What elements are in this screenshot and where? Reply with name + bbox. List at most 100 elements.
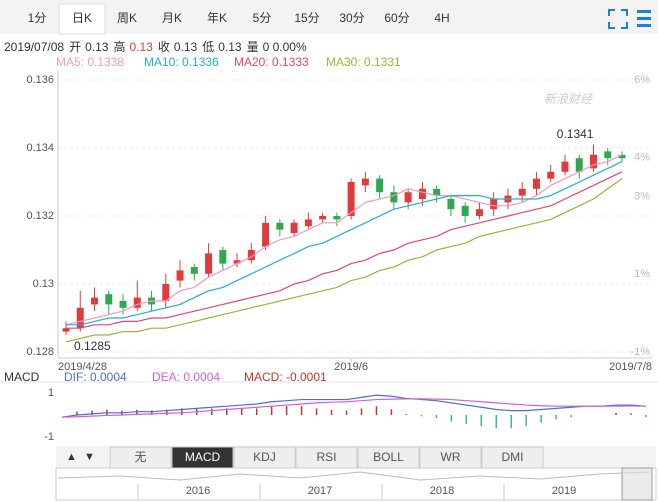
navigator-year: 2016 (186, 485, 210, 497)
candle-body (62, 328, 70, 332)
info-text: 高 (113, 39, 125, 54)
legend-entry: DEA: 0.0004 (152, 370, 220, 384)
navigator (55, 467, 657, 501)
indicator-tab-bg[interactable] (295, 446, 358, 469)
y2-tick-label: 3% (634, 190, 650, 202)
y-tick-label: 0.13 (33, 278, 54, 290)
candle-body (475, 209, 483, 216)
tab[interactable]: 月K (162, 11, 182, 25)
indicator-tab[interactable]: 无 (134, 450, 146, 464)
toolbar (0, 0, 658, 34)
indicator-tab-bg[interactable] (357, 446, 420, 469)
candle-body (589, 154, 597, 169)
legend-entry: MA5: 0.1338 (56, 55, 124, 69)
tab[interactable]: 年K (207, 11, 227, 25)
candle-body (91, 297, 99, 305)
legend-entry: MA30: 0.1331 (326, 55, 401, 69)
y-tick-label: -1 (44, 431, 54, 443)
candle-body (618, 154, 626, 159)
info-text: 0.13 (85, 40, 109, 54)
info-text: 收 (158, 40, 170, 54)
high-label: 0.1341 (557, 127, 594, 141)
candle-body (76, 307, 84, 329)
y-tick-label: 0.134 (26, 142, 54, 154)
indicator-tab[interactable]: DMI (502, 450, 524, 464)
candle-body (518, 188, 526, 196)
indicator-tab[interactable]: KDJ (253, 450, 276, 464)
indicator-tab-bg[interactable] (233, 446, 296, 469)
scroll-down[interactable]: ▼ (84, 451, 95, 463)
candle-body (447, 199, 455, 210)
ma-line (66, 171, 623, 329)
info-text: 量 (247, 40, 259, 54)
legend-entry: DIF: 0.0004 (64, 370, 127, 384)
macd-line (61, 394, 647, 418)
candle-body (433, 188, 441, 196)
candle-body (561, 161, 569, 172)
indicator-tab[interactable]: BOLL (373, 450, 404, 464)
candle-body (304, 219, 312, 227)
legend-entry: MA20: 0.1333 (234, 55, 309, 69)
candle-body (105, 294, 113, 305)
y2-tick-label: 6% (634, 74, 650, 86)
tab[interactable]: 周K (117, 11, 137, 25)
candle-body (376, 178, 384, 193)
indicator-tab[interactable]: MACD (185, 450, 221, 464)
candle-body (604, 151, 612, 159)
candle-body (247, 250, 255, 261)
indicator-tab-bg[interactable] (419, 446, 482, 469)
indicator-tab-bg[interactable] (171, 446, 234, 469)
y-tick-label: 0.136 (26, 74, 54, 86)
y-tick-label: 0.132 (26, 210, 54, 222)
ma-line (65, 178, 623, 343)
navigator-window[interactable] (621, 467, 653, 501)
tab[interactable]: 5分 (253, 11, 272, 25)
indicator-tab[interactable]: WR (441, 450, 461, 464)
candle-body (162, 284, 170, 301)
indicator-tab-bg[interactable] (481, 446, 544, 469)
tab[interactable]: 日K (72, 11, 92, 25)
candle-body (319, 216, 327, 220)
candle-body (418, 188, 426, 199)
candle-body (119, 301, 127, 308)
y-tick-label: 1 (48, 387, 54, 399)
scroll-up[interactable]: ▲ (66, 451, 77, 463)
y2-tick-label: 1% (634, 268, 650, 280)
fullscreen-icon[interactable] (608, 9, 628, 29)
candle-body (361, 178, 369, 186)
indicator-tab[interactable]: RSI (316, 450, 336, 464)
candle-body (404, 192, 412, 203)
info-text: 2019/07/08 (4, 40, 64, 54)
tab[interactable]: 1分 (28, 11, 47, 25)
settings-icon[interactable] (637, 10, 651, 27)
tab[interactable]: 60分 (384, 11, 409, 25)
indicator-tab-bg[interactable] (109, 446, 172, 469)
y-tick-label: 0.128 (26, 346, 54, 358)
candle-body (290, 222, 298, 233)
tab-active (58, 3, 106, 35)
candle-body (233, 260, 241, 264)
navigator-year: 2017 (308, 485, 332, 497)
legend-entry: MACD: -0.0001 (244, 370, 327, 384)
info-text: 0.13 (218, 40, 242, 54)
x-tick-label: 2019/7/8 (609, 361, 652, 373)
info-line: 2019/07/08 开 0.13 高 0.13 收 0.13 低 0.13 量 0 0.00% (4, 39, 307, 54)
candle-body (276, 222, 284, 230)
tab[interactable]: 4H (434, 11, 449, 25)
legend-entry: MA10: 0.1336 (144, 55, 219, 69)
watermark: 新浪财经 (544, 92, 594, 106)
y2-tick-label: -1% (630, 346, 650, 358)
info-text: 开 (69, 40, 81, 54)
candle-body (133, 297, 141, 308)
ma-line (66, 161, 623, 326)
tab[interactable]: 30分 (339, 11, 364, 25)
candle-body (176, 270, 184, 281)
macd-line (61, 398, 647, 418)
macd-title: MACD (4, 370, 40, 384)
candle-body (262, 222, 270, 247)
candle-body (219, 250, 227, 264)
candle-body (190, 267, 198, 274)
tab[interactable]: 15分 (294, 11, 319, 25)
candle-body (575, 158, 583, 172)
